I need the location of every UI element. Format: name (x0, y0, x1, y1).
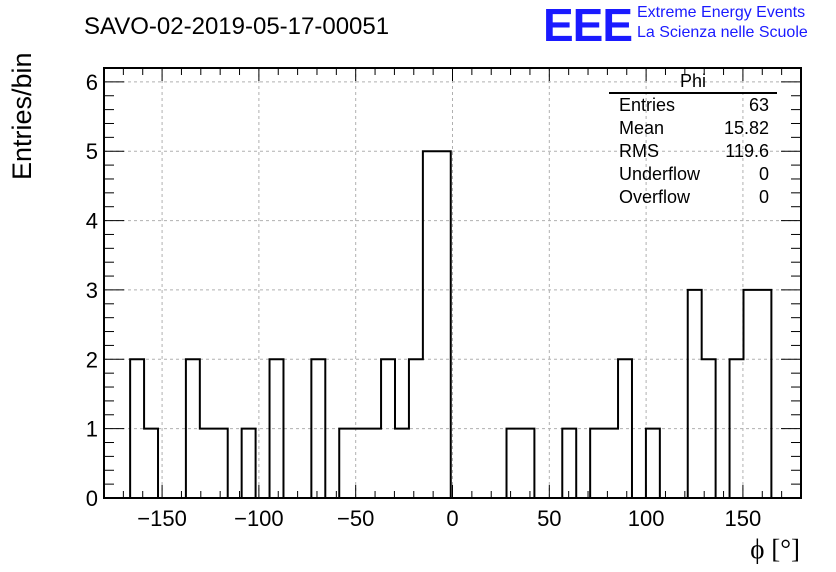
histogram-bin (757, 290, 771, 498)
histogram-bin (520, 429, 534, 498)
eee-logo-mark: EEE (543, 0, 633, 51)
x-tick-label: −50 (337, 506, 374, 531)
histogram-bin (214, 429, 228, 498)
histogram-bin (423, 151, 437, 498)
grid-lines (104, 68, 801, 498)
x-axis-label: ϕ [°] (750, 534, 800, 564)
histogram-bin (507, 429, 521, 498)
histogram-bin (270, 359, 284, 498)
x-tick-label: 100 (628, 506, 665, 531)
stats-value: 15.82 (723, 118, 769, 138)
y-tick-label: 5 (86, 139, 98, 164)
stats-row: Entries 63 (609, 94, 777, 117)
histogram-bin (437, 151, 451, 498)
stats-label: Mean (619, 118, 665, 138)
stats-label: Overflow (619, 187, 691, 207)
stats-value: 63 (748, 95, 769, 115)
histogram-bin (702, 359, 716, 498)
x-tick-label: −150 (137, 506, 187, 531)
stats-row: Underflow 0 (609, 163, 777, 186)
histogram-bin (395, 429, 409, 498)
x-tick-label: 0 (446, 506, 458, 531)
stats-row: RMS 119.6 (609, 140, 777, 163)
histogram-bin (339, 429, 353, 498)
stats-value: 0 (758, 164, 769, 184)
histogram-bin (242, 429, 256, 498)
y-tick-label: 6 (86, 70, 98, 95)
histogram-bin (743, 290, 757, 498)
histogram-bin (144, 429, 158, 498)
stats-value: 0 (758, 187, 769, 207)
logo-line-2: La Scienza nelle Scuole (637, 24, 808, 41)
y-tick-label: 4 (86, 209, 98, 234)
histogram-bin (562, 429, 576, 498)
x-tick-label: −100 (234, 506, 284, 531)
histogram-bin (590, 429, 604, 498)
y-tick-label: 1 (86, 417, 98, 442)
stats-rows: Entries 63 Mean 15.82 RMS 119.6 Underflow 0 Over… (609, 94, 777, 209)
stats-label: RMS (619, 141, 659, 161)
stats-box: Phi Entries 63 Mean 15.82 RMS 119.6 Underflow 0… (609, 72, 777, 209)
stats-value: 119.6 (725, 141, 769, 161)
axis-ticks (104, 68, 801, 499)
y-tick-label: 2 (86, 347, 98, 372)
stats-label: Entries (619, 95, 676, 115)
chart-title: SAVO-02-2019-05-17-00051 (84, 13, 389, 40)
stats-row: Mean 15.82 (609, 117, 777, 140)
histogram-bin (311, 359, 325, 498)
stats-title: Phi (609, 72, 777, 94)
y-axis-label: Entries/bin (7, 52, 37, 180)
histogram-bin (367, 429, 381, 498)
y-tick-label: 0 (86, 486, 98, 511)
histogram-bin (646, 429, 660, 498)
x-tick-label: 50 (537, 506, 561, 531)
y-tick-label: 3 (86, 278, 98, 303)
logo-line-1: Extreme Energy Events (637, 4, 806, 21)
histogram-bin (688, 290, 702, 498)
stats-row: Overflow 0 (609, 186, 777, 209)
stats-label: Underflow (619, 164, 701, 184)
tick-labels: −150 −100 −50 0 50 100 150 0 1 2 3 4 5 6 (86, 70, 762, 531)
histogram-bin (604, 429, 618, 498)
x-tick-label: 150 (725, 506, 762, 531)
histogram-bin (200, 429, 214, 498)
histogram-bin (186, 359, 200, 498)
